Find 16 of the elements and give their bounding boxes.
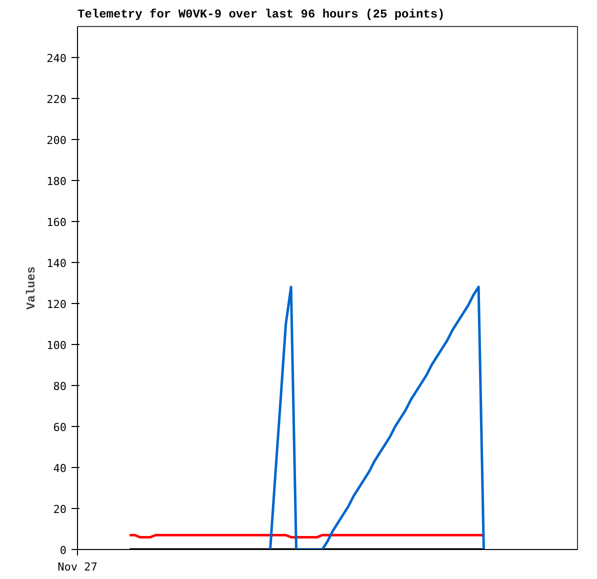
x-tick-label: Nov 27	[58, 560, 98, 574]
y-tick-label: 240	[46, 52, 67, 65]
y-tick-label: 140	[46, 256, 67, 270]
y-tick-label: 0	[60, 544, 66, 557]
y-tick-label: 180	[46, 174, 67, 188]
y-axis-title: Values	[24, 266, 39, 310]
y-tick-label: 200	[46, 134, 67, 147]
y-tick-label: 160	[46, 216, 67, 229]
chart-title: Telemetry for W0VK-9 over last 96 hours (25 points)	[78, 8, 445, 22]
y-tick-label: 20	[53, 502, 67, 516]
y-tick-label: 120	[46, 298, 67, 311]
y-tick-label: 100	[46, 338, 67, 352]
y-tick-label: 60	[53, 420, 67, 434]
y-tick-label: 40	[53, 462, 67, 475]
y-tick-label: 80	[53, 380, 67, 393]
y-tick-label: 220	[46, 92, 67, 106]
